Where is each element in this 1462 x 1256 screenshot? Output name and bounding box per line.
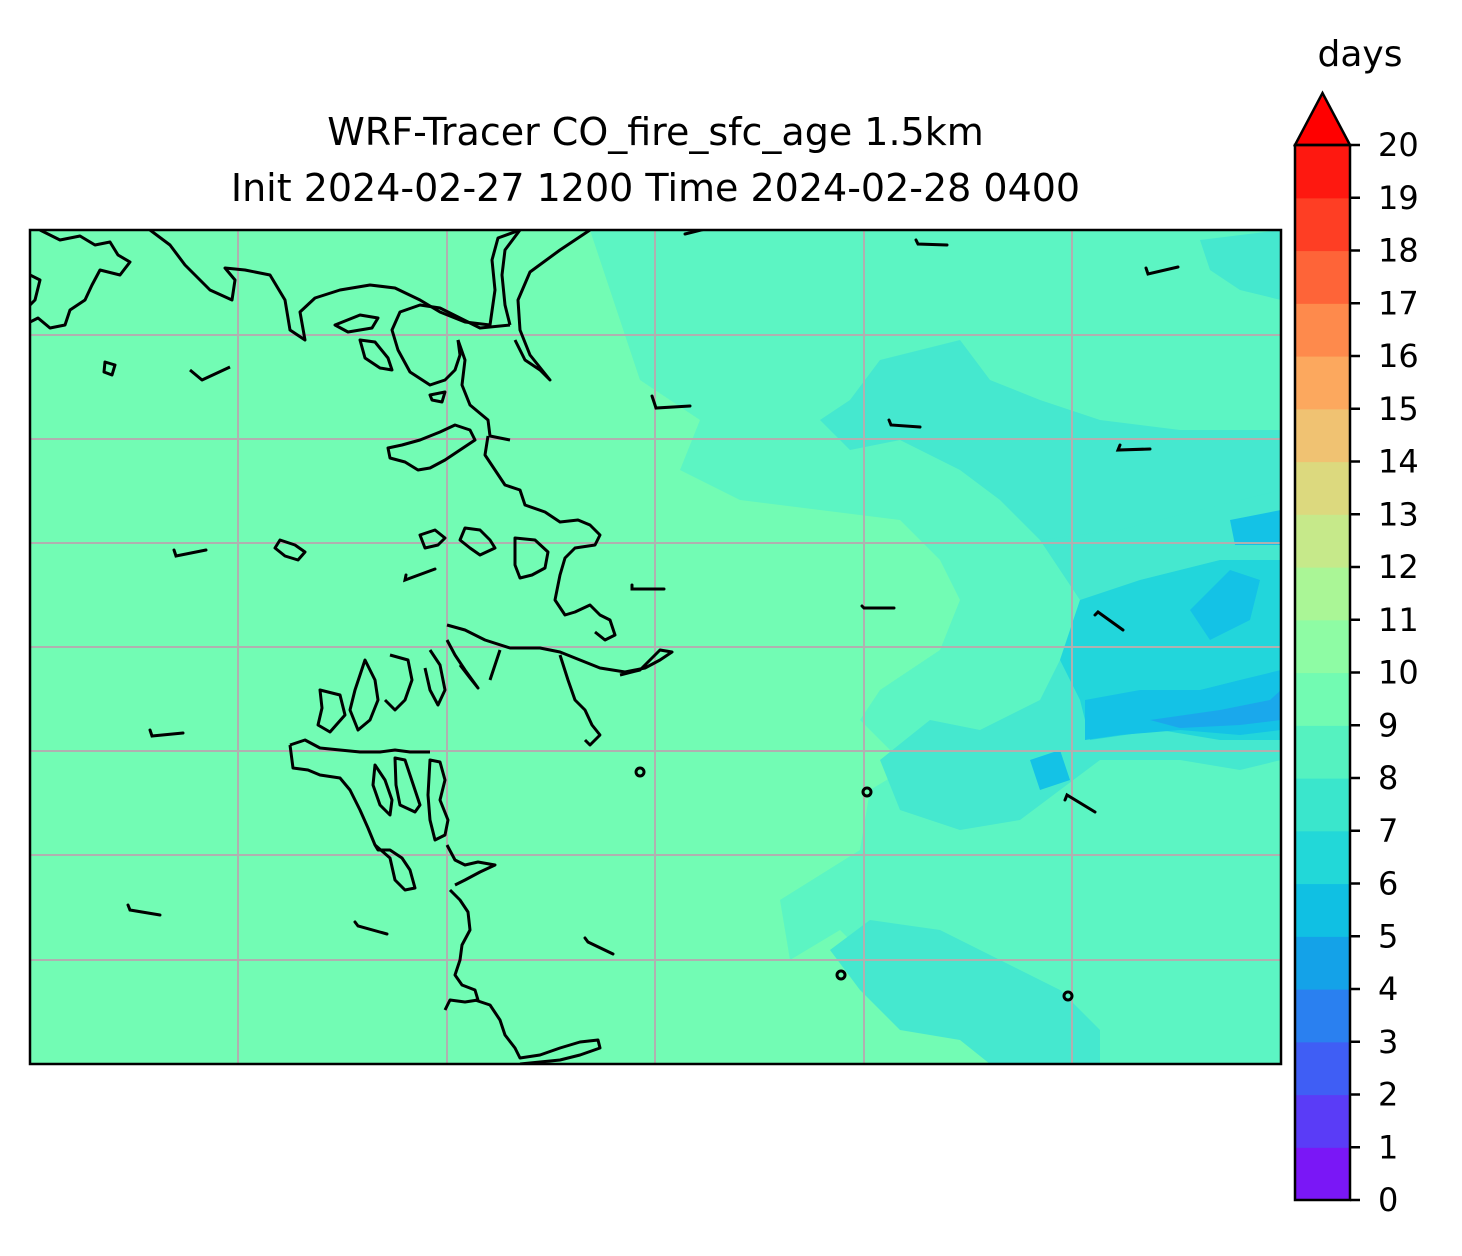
- chart-title-line2: Init 2024-02-27 1200 Time 2024-02-28 040…: [230, 166, 1081, 210]
- colorbar-tick-label: 1: [1378, 1128, 1398, 1166]
- colorbar-swatch: [1295, 250, 1350, 304]
- colorbar-swatch: [1295, 883, 1350, 937]
- colorbar-swatch: [1295, 989, 1350, 1043]
- map-frame: [28, 228, 1283, 1066]
- contour-7-8-south: [830, 920, 1100, 1064]
- colorbar-swatch: [1295, 197, 1350, 252]
- colorbar-tick-label: 17: [1378, 284, 1419, 322]
- colorbar-tick-label: 10: [1378, 654, 1419, 692]
- colorbar-tick-label: 18: [1378, 232, 1419, 270]
- colorbar-swatch: [1295, 408, 1350, 463]
- colorbar-swatch: [1295, 461, 1350, 515]
- colorbar-swatch: [1295, 830, 1350, 885]
- contour-7-8: [820, 340, 1281, 570]
- contour-5-6-d: [1030, 750, 1070, 790]
- colorbar-tick-label: 8: [1378, 759, 1398, 797]
- gridlines: [30, 230, 1281, 1064]
- colorbar-tick-label: 3: [1378, 1023, 1398, 1061]
- colorbar-swatch: [1295, 303, 1350, 357]
- colorbar-tick-label: 0: [1378, 1181, 1398, 1219]
- colorbar-tick-label: 4: [1378, 970, 1398, 1008]
- colorbar-tick-label: 5: [1378, 917, 1398, 955]
- colorbar-tick-label: 16: [1378, 337, 1419, 375]
- chart-title-line1: WRF-Tracer CO_fire_sfc_age 1.5km: [327, 110, 984, 154]
- colorbar-swatch: [1295, 725, 1350, 779]
- colorbar-swatch: [1295, 1094, 1350, 1148]
- contour-5-6-a: [1230, 510, 1281, 545]
- colorbar-extend-arrow: [1292, 90, 1353, 147]
- colorbar-swatch: [1295, 567, 1350, 621]
- colorbar-swatch: [1295, 356, 1350, 410]
- colorbar-tick-label: 9: [1378, 706, 1398, 744]
- colorbar-tick-label: 6: [1378, 865, 1398, 903]
- colorbar-tick-label: 13: [1378, 495, 1419, 533]
- colorbar-swatch: [1295, 514, 1350, 568]
- contour-fields: [590, 230, 1281, 1064]
- colorbar-tick-label: 19: [1378, 179, 1419, 217]
- colorbar-tick-label: 2: [1378, 1076, 1398, 1114]
- contour-4-5: [1150, 690, 1281, 728]
- colorbar-swatch: [1295, 619, 1350, 674]
- contour-5-6-c: [1190, 570, 1260, 640]
- colorbar-swatches: [1295, 145, 1350, 1201]
- colorbar-tick-label: 20: [1378, 126, 1419, 164]
- colorbar-tick-label: 12: [1378, 548, 1419, 586]
- colorbar-tick-label: 11: [1378, 601, 1419, 639]
- colorbar-unit-label: days: [1318, 34, 1403, 75]
- colorbar-tick-label: 14: [1378, 443, 1419, 481]
- colorbar-tick-label: 7: [1378, 812, 1398, 850]
- coastlines: [30, 230, 674, 1064]
- wind-barbs: [126, 230, 1180, 956]
- colorbar-swatch: [1295, 936, 1350, 990]
- contour-7-8-ne: [1200, 230, 1281, 300]
- map-panel: [30, 230, 1281, 1064]
- small-islands: [634, 766, 1074, 1002]
- colorbar-swatch: [1295, 672, 1350, 726]
- colorbar-tick-label: 15: [1378, 390, 1419, 428]
- colorbar-swatch: [1295, 1041, 1350, 1096]
- colorbar-swatch: [1295, 1147, 1350, 1201]
- colorbar-swatch: [1295, 778, 1350, 832]
- colorbar-swatch: [1295, 145, 1350, 199]
